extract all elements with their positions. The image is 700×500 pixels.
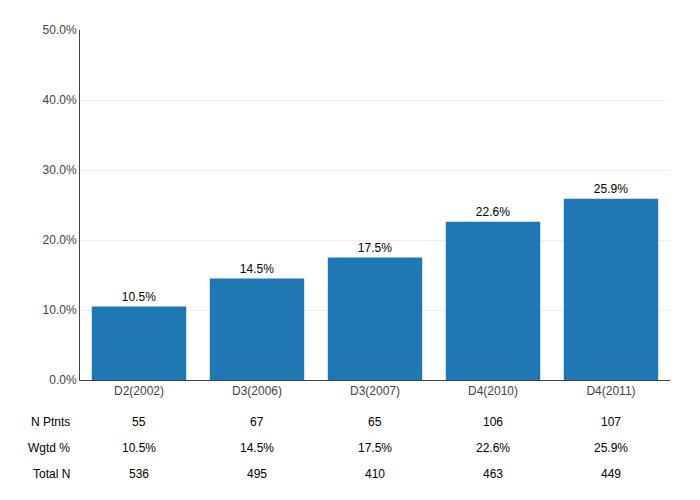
- svg-text:30.0%: 30.0%: [43, 163, 77, 177]
- svg-text:D2(2002): D2(2002): [114, 384, 164, 398]
- svg-text:463: 463: [483, 467, 503, 481]
- svg-text:25.9%: 25.9%: [594, 182, 628, 196]
- svg-text:25.9%: 25.9%: [594, 441, 628, 455]
- svg-text:17.5%: 17.5%: [358, 441, 392, 455]
- svg-text:10.0%: 10.0%: [43, 303, 77, 317]
- svg-text:D4(2010): D4(2010): [468, 384, 518, 398]
- svg-text:20.0%: 20.0%: [43, 233, 77, 247]
- svg-text:D3(2007): D3(2007): [350, 384, 400, 398]
- svg-text:D3(2006): D3(2006): [232, 384, 282, 398]
- svg-text:D4(2011): D4(2011): [586, 384, 635, 398]
- svg-text:17.5%: 17.5%: [358, 241, 392, 255]
- svg-text:107: 107: [601, 415, 621, 429]
- svg-text:0.0%: 0.0%: [49, 373, 77, 387]
- svg-text:14.5%: 14.5%: [240, 441, 274, 455]
- svg-text:Total N: Total N: [33, 467, 70, 481]
- svg-text:40.0%: 40.0%: [43, 93, 77, 107]
- svg-text:410: 410: [365, 467, 385, 481]
- svg-text:65: 65: [368, 415, 382, 429]
- svg-text:55: 55: [132, 415, 146, 429]
- svg-text:N Ptnts: N Ptnts: [31, 415, 70, 429]
- svg-text:22.6%: 22.6%: [476, 441, 510, 455]
- svg-text:536: 536: [129, 467, 149, 481]
- svg-text:10.5%: 10.5%: [122, 441, 156, 455]
- svg-text:Wgtd %: Wgtd %: [28, 441, 70, 455]
- svg-text:50.0%: 50.0%: [43, 23, 77, 37]
- svg-text:14.5%: 14.5%: [240, 262, 274, 276]
- svg-text:22.6%: 22.6%: [476, 205, 510, 219]
- svg-text:106: 106: [483, 415, 503, 429]
- svg-text:495: 495: [247, 467, 267, 481]
- svg-text:449: 449: [601, 467, 621, 481]
- svg-text:10.5%: 10.5%: [122, 290, 156, 304]
- svg-text:67: 67: [250, 415, 264, 429]
